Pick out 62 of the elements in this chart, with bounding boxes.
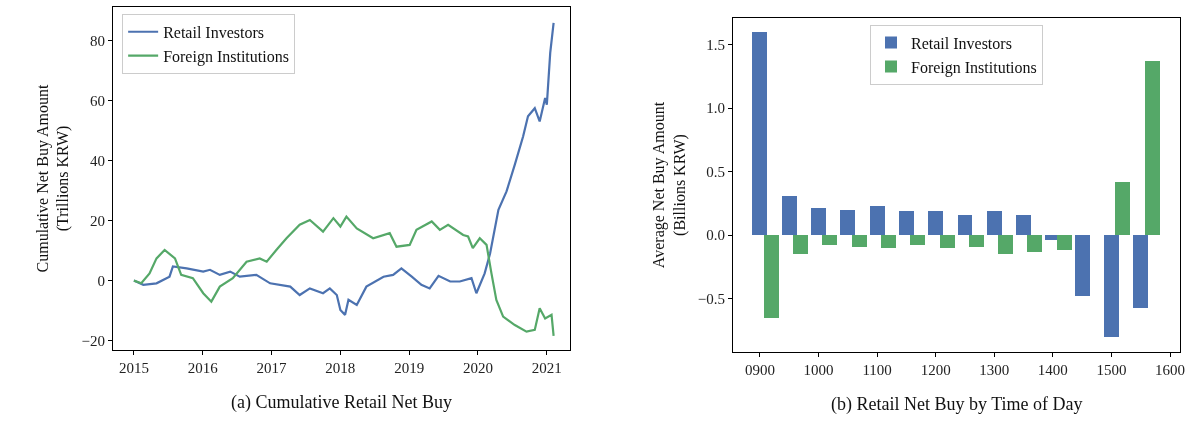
x-tick-label: 1200: [920, 362, 951, 378]
y-axis-title: Average Net Buy Amount (Billions KRW): [649, 101, 689, 269]
x-tick-label: 2021: [531, 360, 562, 376]
bar: [870, 206, 885, 235]
bar: [793, 235, 808, 254]
y-tick-label: 0: [97, 272, 105, 289]
bar: [852, 235, 867, 247]
legend-label: Retail Investors: [911, 34, 1012, 52]
bar: [811, 208, 826, 235]
bar: [1115, 182, 1130, 235]
x-tick-label: 2015: [118, 360, 149, 376]
bar: [822, 235, 837, 245]
x-tick-label: 1100: [862, 362, 892, 378]
bar: [998, 235, 1013, 254]
bar: [840, 210, 855, 235]
bar: [969, 235, 984, 247]
bar: [910, 235, 925, 245]
x-tick-label: 2020: [462, 360, 493, 376]
bar: [881, 235, 896, 248]
y-tick-label: 80: [90, 32, 105, 49]
legend-label: Foreign Institutions: [163, 47, 289, 66]
x-tick-label: 2017: [256, 360, 288, 376]
bar: [1133, 235, 1148, 308]
y-tick-label: 1.5: [706, 36, 725, 53]
bar: [1016, 215, 1031, 235]
x-tick-label: 1000: [803, 362, 834, 378]
x-tick-label: 1300: [979, 362, 1010, 378]
y-tick-label: 20: [90, 212, 105, 229]
x-tick-label: 2019: [394, 360, 425, 376]
bar: [940, 235, 955, 248]
legend-label: Foreign Institutions: [911, 58, 1037, 77]
bar: [1075, 235, 1090, 296]
x-tick-label: 1600: [1155, 362, 1186, 378]
x-tick-label: 1500: [1096, 362, 1127, 378]
x-tick-label: 1400: [1037, 362, 1068, 378]
legend-label: Retail Investors: [163, 24, 265, 41]
x-tick-label: 2018: [325, 360, 356, 376]
x-tick-label: 2016: [187, 360, 219, 376]
bar: [752, 32, 767, 235]
x-tick-label: 0900: [744, 362, 775, 378]
bar: [1104, 235, 1119, 337]
y-tick-label: 1.0: [706, 100, 725, 117]
y-tick-label: −20: [81, 332, 105, 349]
y-axis-title: Cumulative Net Buy Amount (Trillions KRW): [33, 83, 73, 273]
line-series: [132, 215, 555, 337]
text: (b) Retail Net Buy by Time of Day: [831, 394, 1083, 415]
y-tick-label: 40: [90, 152, 105, 169]
bar: [928, 211, 943, 235]
bar: [1027, 235, 1042, 252]
bar: [958, 215, 972, 235]
y-tick-label: −0.5: [697, 290, 725, 307]
line-series: [132, 21, 555, 316]
bar: [1145, 61, 1160, 235]
y-tick-label: 60: [90, 92, 105, 109]
bar: [899, 211, 914, 235]
text: (a) Cumulative Retail Net Buy: [231, 392, 452, 413]
y-tick-label: 0.0: [706, 227, 725, 244]
bar: [764, 235, 779, 318]
y-tick-label: 0.5: [706, 163, 725, 180]
bar: [782, 196, 797, 235]
bar: [987, 211, 1002, 235]
bar: [1057, 235, 1072, 250]
